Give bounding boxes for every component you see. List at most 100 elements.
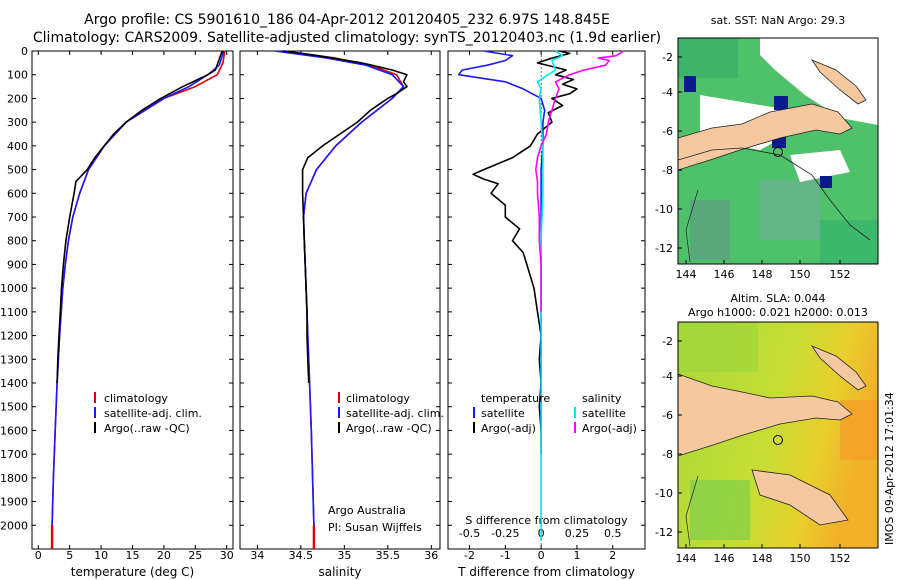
- secondary-x-tick-label: -0.25: [491, 527, 519, 540]
- legend-swatch-t-argo: [473, 422, 475, 433]
- secondary-x-tick-label: 0.5: [604, 527, 622, 540]
- sst-texture-1: [678, 38, 738, 78]
- float-position-marker: [773, 147, 783, 157]
- figure-title-line1: Argo profile: CS 5901610_186 04-Apr-2012…: [84, 12, 610, 28]
- legend-label-climatology: climatology: [346, 392, 410, 405]
- sst-warm-patch: [684, 76, 696, 92]
- map-lon-tick-label: 146: [714, 552, 735, 565]
- x-tick-label: 0: [538, 549, 545, 562]
- secondary-x-tick-label: -0.5: [459, 527, 480, 540]
- legend-salinity-heading: salinity: [582, 392, 622, 405]
- x-tick-label: 35.5: [376, 549, 401, 562]
- y-tick-label: 800: [7, 235, 28, 248]
- map-lon-tick-label: 146: [714, 268, 735, 281]
- series-line-argo-raw-qc: [283, 50, 408, 384]
- x-tick-label: 1: [573, 549, 580, 562]
- x-axis-label: temperature (deg C): [71, 565, 194, 579]
- sst-map: [678, 38, 878, 264]
- legend-label-satellite: satellite-adj. clim.: [104, 407, 202, 420]
- series-line-satellite-adj-clim: [274, 50, 405, 540]
- map-lon-tick-label: 148: [752, 552, 773, 565]
- sst-land: [810, 59, 867, 105]
- sst-coastline: [685, 189, 699, 263]
- y-tick-label: 600: [7, 187, 28, 200]
- map-lat-tick-label: -10: [655, 203, 673, 216]
- legend-swatch-s-satellite: [574, 407, 576, 418]
- map-lon-tick-label: 150: [790, 268, 811, 281]
- map-lon-tick-label: 144: [676, 268, 697, 281]
- y-tick-label: 1800: [0, 472, 28, 485]
- map-lat-tick-label: -4: [662, 370, 673, 383]
- x-axis-label: T difference from climatology: [457, 565, 635, 579]
- series-line-argo-raw-qc: [56, 50, 224, 384]
- map-lon-tick-label: 148: [752, 268, 773, 281]
- legend-swatch-argo: [94, 422, 96, 433]
- sla-land: [751, 469, 849, 526]
- legend-swatch-s-argo: [574, 422, 576, 433]
- credit-line2: PI: Susan Wijffels: [328, 521, 422, 534]
- x-tick-label: 10: [94, 549, 108, 562]
- x-tick-label: 15: [126, 549, 140, 562]
- sst-warm-patch: [820, 176, 832, 188]
- series-line-salinity-argo-adj: [534, 50, 624, 312]
- y-tick-label: 300: [7, 116, 28, 129]
- sst-texture-2: [760, 180, 820, 240]
- map-lat-tick-label: -4: [662, 86, 673, 99]
- sla-map-title-line1: Altim. SLA: 0.044: [730, 292, 825, 305]
- sla-map-title-line2: Argo h1000: 0.021 h2000: 0.013: [688, 306, 868, 319]
- y-tick-label: 200: [7, 92, 28, 105]
- x-tick-label: 0: [35, 549, 42, 562]
- plot-frame: [239, 50, 441, 550]
- figure-title-line2: Climatology: CARS2009. Satellite-adjuste…: [33, 30, 661, 46]
- sla-map-frame: [677, 321, 879, 549]
- y-tick-label: 1700: [0, 448, 28, 461]
- sla-texture-1: [678, 322, 758, 372]
- legend-label-t-satellite: satellite: [481, 407, 525, 420]
- x-tick-label: -1: [500, 549, 511, 562]
- map-lat-tick-label: -12: [655, 242, 673, 255]
- legend-temperature-heading: temperature: [481, 392, 550, 405]
- x-axis-label: salinity: [318, 565, 361, 579]
- y-tick-label: 1900: [0, 496, 28, 509]
- y-tick-label: 1100: [0, 306, 28, 319]
- legend-swatch-climatology: [94, 392, 96, 403]
- legend-swatch-argo: [338, 422, 340, 433]
- panel-differences: -2 -1 0 1 2 T difference from climatology -0.5…: [447, 50, 646, 579]
- x-tick-label: 34: [250, 549, 264, 562]
- map-lat-tick-label: -2: [662, 335, 673, 348]
- legend-swatch-climatology: [338, 392, 340, 403]
- x-tick-label: -2: [464, 549, 475, 562]
- y-tick-label: 2000: [0, 519, 28, 532]
- credit-line1: Argo Australia: [328, 504, 406, 517]
- sst-cloud-mask: [760, 38, 878, 125]
- map-lat-tick-label: -6: [662, 409, 673, 422]
- map-lat-tick-label: -8: [662, 164, 673, 177]
- sst-coastline: [678, 147, 871, 241]
- difference-legend: temperature salinity satellite Argo(-adj…: [473, 392, 637, 435]
- legend-label-climatology: climatology: [104, 392, 168, 405]
- map-lon-tick-label: 144: [676, 552, 697, 565]
- legend-swatch-t-satellite: [473, 407, 475, 418]
- x-tick-label: 34.5: [289, 549, 314, 562]
- salinity-legend: climatology satellite-adj. clim. Argo(..…: [338, 392, 444, 435]
- y-tick-label: 100: [7, 69, 28, 82]
- sla-texture-2: [690, 480, 750, 540]
- x-tick-label: 35: [337, 549, 351, 562]
- map-lat-tick-label: -6: [662, 125, 673, 138]
- sla-coastline: [685, 475, 699, 547]
- map-lon-tick-label: 150: [790, 552, 811, 565]
- legend-label-satellite: satellite-adj. clim.: [346, 407, 444, 420]
- legend-label-t-argo: Argo(-adj): [481, 422, 536, 435]
- sst-warm-patch: [774, 96, 788, 110]
- secondary-x-axis-label: S difference from climatology: [465, 514, 628, 527]
- y-tick-label: 1600: [0, 424, 28, 437]
- y-tick-label: 1400: [0, 377, 28, 390]
- sla-map: [678, 322, 878, 548]
- map-lat-tick-label: -10: [655, 487, 673, 500]
- x-tick-label: 25: [188, 549, 202, 562]
- sla-land: [810, 345, 867, 391]
- legend-label-argo: Argo(..raw -QC): [346, 422, 432, 435]
- legend-label-s-satellite: satellite: [582, 407, 626, 420]
